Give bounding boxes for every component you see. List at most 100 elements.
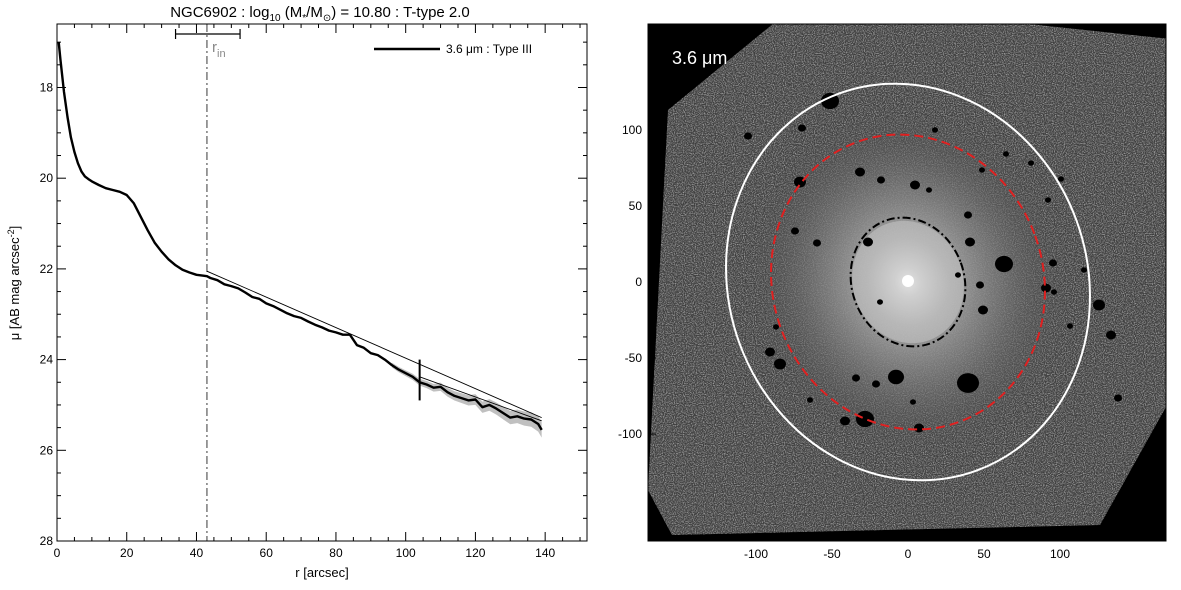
star-mask (1081, 267, 1087, 273)
ellipse-outer (725, 82, 1091, 482)
star-mask (888, 369, 904, 385)
star-mask (798, 124, 806, 132)
star-mask (877, 176, 885, 184)
rin-annotation-text: r (212, 39, 217, 56)
galaxy-image-panel: -100 -50 0 50 100 100 50 0 -50 -100 3.6 μm (618, 23, 1167, 561)
star-mask (1058, 176, 1064, 182)
image-x-tick-label: 0 (905, 547, 912, 561)
axes-layer: 0 20 40 60 80 100 120 140 18 20 22 24 26 28 (40, 24, 587, 560)
star-mask (914, 423, 924, 433)
image-y-tick-label: 0 (635, 275, 642, 289)
panel-label: 3.6 μm (672, 48, 727, 68)
x-tick-label: 0 (54, 546, 61, 560)
y-tick-label: 28 (40, 534, 54, 548)
y-axis-label: μ [AB mag arcsec-2] (6, 226, 22, 341)
star-mask (852, 374, 860, 382)
y-axis-label-sup: -2 (6, 229, 16, 237)
star-mask (813, 239, 821, 247)
fit-line (206, 270, 542, 419)
star-mask (978, 305, 988, 315)
fit-line (419, 376, 542, 422)
star-mask (855, 167, 865, 177)
isophote-ellipses (725, 82, 1091, 482)
rin-annotation-sub: in (217, 48, 226, 60)
x-tick-label: 80 (329, 546, 343, 560)
title-mid2: /M (306, 4, 323, 21)
series-layer (57, 24, 543, 541)
star-mask (910, 180, 920, 190)
image-y-tick-label: -100 (618, 427, 642, 441)
y-tick-label: 20 (40, 171, 54, 185)
y-tick-label: 22 (40, 262, 54, 276)
image-axes-layer: -100 -50 0 50 100 100 50 0 -50 -100 (618, 123, 1070, 561)
x-tick-label: 20 (120, 546, 134, 560)
star-mask (932, 127, 938, 133)
title-mid: (M (281, 4, 303, 21)
y-axis-label-main: μ [AB mag arcsec (7, 237, 22, 340)
image-x-tick-label: -50 (823, 547, 841, 561)
image-y-tick-label: 50 (629, 199, 643, 213)
title-sub1: 10 (269, 13, 281, 24)
ellipse-break (770, 133, 1046, 431)
x-tick-label: 40 (190, 546, 204, 560)
x-axis-label: r [arcsec] (295, 565, 348, 580)
title-sub2: * (302, 13, 306, 24)
title-suffix: ) = 10.80 : T-type 2.0 (331, 4, 470, 21)
star-mask (995, 255, 1013, 273)
star-mask (910, 399, 916, 405)
image-y-tick-label: 100 (622, 123, 642, 137)
star-mask (1067, 323, 1073, 329)
y-axis-label-close: ] (7, 226, 22, 230)
star-mask (856, 410, 874, 428)
star-mask (791, 227, 799, 235)
star-mask (744, 132, 752, 140)
star-mask (1051, 289, 1057, 295)
plot-frame (56, 23, 588, 542)
star-mask (1028, 160, 1034, 166)
x-tick-label: 120 (465, 546, 485, 560)
x-tick-label: 60 (260, 546, 274, 560)
star-mask (877, 299, 883, 305)
profile-series-line (57, 41, 543, 431)
star-mask (979, 167, 985, 173)
y-tick-label: 24 (40, 353, 54, 367)
image-footprint (648, 24, 1166, 535)
rin-annotation: rin (212, 39, 226, 60)
star-mask (807, 397, 813, 403)
star-mask (976, 281, 984, 289)
star-mask (774, 358, 786, 370)
star-mask (872, 380, 880, 388)
image-y-tick-label: -50 (625, 351, 643, 365)
galaxy-nucleus (902, 275, 914, 287)
star-mask (773, 324, 779, 330)
legend-label: 3.6 μm : Type III (446, 42, 532, 56)
star-mask (965, 237, 975, 247)
star-mask (821, 92, 839, 110)
star-mask (1106, 330, 1116, 340)
star-mask (926, 187, 932, 193)
star-mask (1041, 283, 1051, 293)
ellipse-inner (849, 216, 967, 348)
star-mask (1003, 151, 1009, 157)
star-masks (744, 92, 1122, 433)
y-tick-label: 26 (40, 443, 54, 457)
chart-title: NGC6902 : log10 (M*/M⊙) = 10.80 : T-type… (170, 4, 470, 24)
y-tick-label: 18 (40, 80, 54, 94)
star-mask (1114, 394, 1122, 402)
star-mask (840, 416, 850, 426)
star-mask (1093, 299, 1105, 311)
title-sub3: ⊙ (323, 13, 331, 24)
star-mask (863, 237, 873, 247)
star-mask (955, 272, 961, 278)
star-mask (1045, 197, 1051, 203)
title-prefix: NGC6902 : log (170, 4, 269, 21)
star-mask (957, 373, 979, 393)
image-x-tick-label: -100 (744, 547, 768, 561)
star-mask (1049, 259, 1057, 267)
star-mask (765, 347, 775, 357)
star-mask (964, 211, 972, 219)
image-x-tick-label: 50 (977, 547, 991, 561)
x-tick-label: 140 (535, 546, 555, 560)
image-x-tick-label: 100 (1050, 547, 1070, 561)
